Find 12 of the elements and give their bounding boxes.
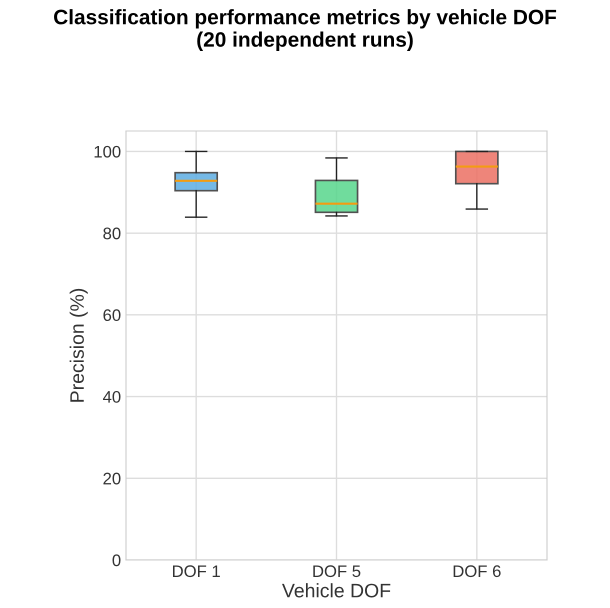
y-tick-label: 100 <box>94 146 120 158</box>
x-tick-label: DOF 6 <box>454 565 501 578</box>
y-tick-label: 0 <box>112 554 120 566</box>
y-tick-label: 40 <box>102 390 120 403</box>
x-tick-label: DOF 5 <box>313 565 360 578</box>
x-tick-label: DOF 1 <box>172 565 220 578</box>
y-tick-label: 20 <box>103 472 120 484</box>
x-axis-title: Vehicle DOF <box>282 583 390 598</box>
chart-title: Classification performance metrics by vehicle DOF (20 independent runs) <box>54 9 556 51</box>
y-axis-title: Precision (%) <box>70 288 88 402</box>
y-tick-label: 80 <box>103 228 120 240</box>
y-tick-label: 60 <box>103 309 120 322</box>
